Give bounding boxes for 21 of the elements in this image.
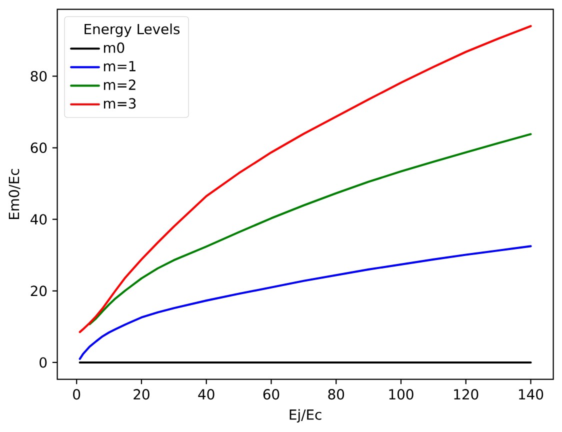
legend-label: m0 — [104, 42, 124, 53]
x-tick-label: 20 — [134, 389, 150, 400]
y-tick-label: 60 — [30, 142, 47, 154]
y-axis-title: Em0/Ec — [8, 169, 20, 220]
y-tick-label: 40 — [30, 214, 47, 225]
y-tick-label: 20 — [30, 286, 47, 296]
line-series — [88, 133, 532, 326]
legend-title: Energy Levels — [84, 24, 180, 37]
x-tick-label: 100 — [389, 389, 414, 400]
legend-label: m=3 — [104, 98, 136, 109]
legend-label: m=2 — [104, 80, 136, 90]
x-tick-label: 40 — [198, 389, 214, 400]
x-tick-label: 60 — [263, 389, 280, 400]
x-tick-label: 140 — [519, 389, 544, 400]
legend-label: m=1 — [104, 61, 136, 72]
x-tick-label: 80 — [328, 389, 344, 400]
x-tick-label: 0 — [73, 389, 80, 400]
x-tick-label: 120 — [454, 389, 478, 400]
y-tick-label: 0 — [40, 357, 47, 368]
y-tick-label: 80 — [30, 70, 47, 82]
x-axis-title: Ej/Ec — [290, 409, 322, 423]
